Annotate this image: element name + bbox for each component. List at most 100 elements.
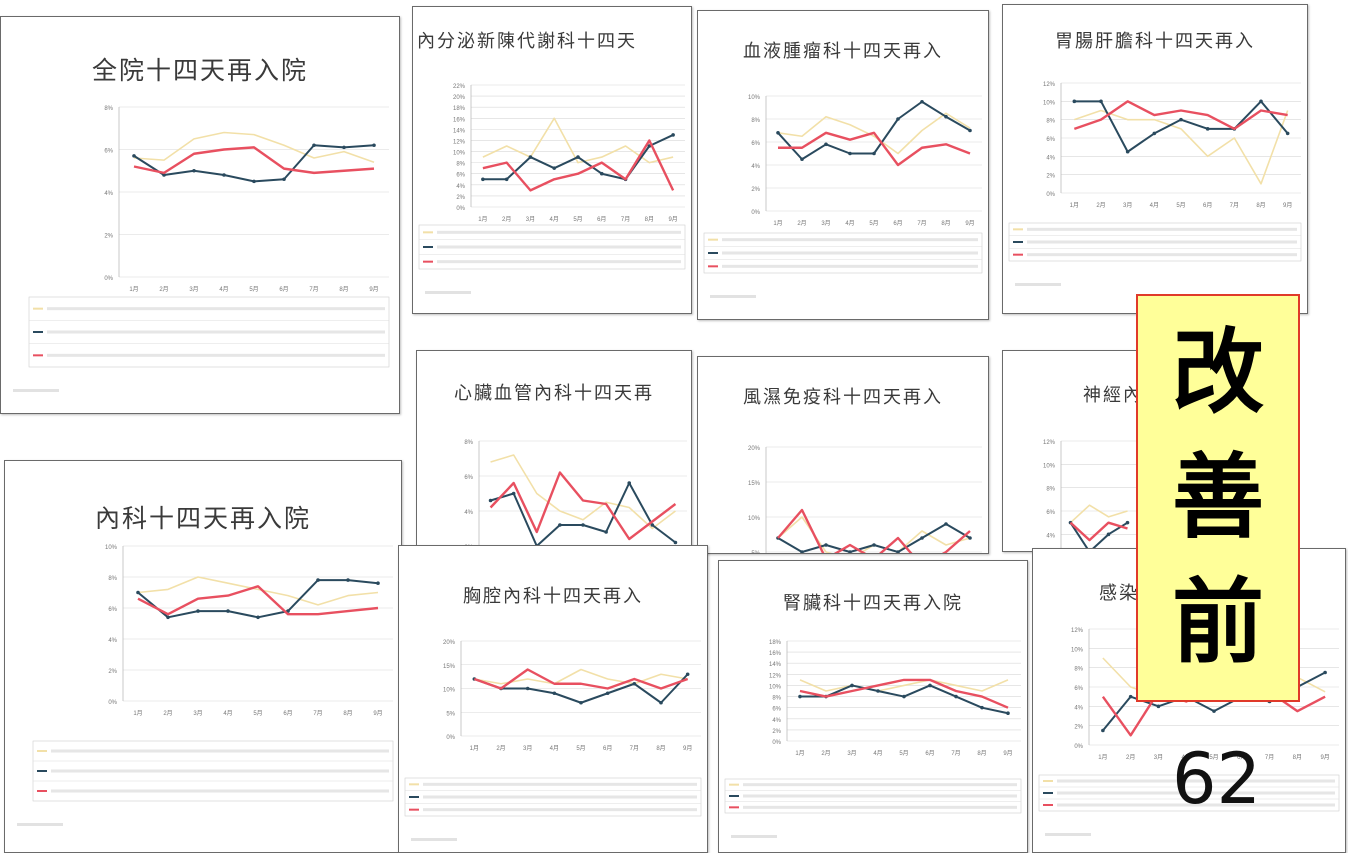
y-tick-label: 4% xyxy=(1046,155,1055,161)
data-point xyxy=(1125,520,1130,525)
x-tick-label: 1月 xyxy=(795,750,804,757)
x-tick-label: 7月 xyxy=(1265,754,1274,761)
chart-plot: 8% 6% 4% 2% 0% 1月 2月 3月 4月 5月 6月 7月 8月 9月 xyxy=(13,106,390,392)
data-point xyxy=(222,173,226,177)
chart-card-gastro: 胃腸肝膽科十四天再入 12% 10% 8% 6% 4% 2% 0% 1月 2月 3月 4月 5月 6月 7… xyxy=(1002,4,1308,314)
data-point xyxy=(824,142,828,147)
data-point xyxy=(850,683,854,688)
x-tick-label: 1月 xyxy=(470,745,479,752)
data-point xyxy=(558,523,562,527)
x-tick-label: 8月 xyxy=(656,745,665,752)
y-tick-label: 6% xyxy=(1046,137,1055,143)
series-line xyxy=(137,585,379,616)
x-tick-label: 9月 xyxy=(668,216,677,223)
chart-title: 胃腸肝膽科十四天再入 xyxy=(1055,31,1255,52)
data-point xyxy=(252,179,256,184)
data-point xyxy=(481,177,485,182)
x-tick-label: 4月 xyxy=(550,216,559,223)
series-line xyxy=(777,112,971,155)
data-point xyxy=(776,131,780,135)
y-tick-label: 0% xyxy=(1074,744,1083,750)
y-tick-label: 12% xyxy=(1043,82,1056,88)
data-table-frame xyxy=(1038,774,1340,812)
data-point xyxy=(226,609,230,613)
series-line xyxy=(777,100,971,161)
data-point xyxy=(1212,709,1216,713)
x-tick-label: 6月 xyxy=(603,745,612,752)
y-tick-label: 15% xyxy=(748,481,761,487)
x-tick-label: 7月 xyxy=(313,710,322,717)
data-point xyxy=(162,173,166,177)
x-tick-label: 2月 xyxy=(797,220,806,227)
y-tick-label: 2% xyxy=(1074,725,1083,731)
x-tick-label: 8月 xyxy=(941,220,950,227)
series-line xyxy=(482,139,675,192)
x-tick-label: 3月 xyxy=(847,750,856,757)
callout-char: 善 xyxy=(1171,443,1264,551)
y-tick-label: 10% xyxy=(1043,463,1056,469)
callout-box: 改 善 前 xyxy=(1136,294,1300,702)
chart-title: 胸腔內科十四天再入 xyxy=(463,586,643,607)
x-tick-label: 5月 xyxy=(573,216,582,223)
table-row-text xyxy=(47,353,385,357)
x-tick-label: 8月 xyxy=(343,710,352,717)
data-point xyxy=(316,578,320,582)
x-tick-label: 2月 xyxy=(1096,202,1105,209)
y-tick-label: 2% xyxy=(104,234,113,240)
series-line xyxy=(778,131,971,167)
data-point xyxy=(673,540,678,545)
table-row-text xyxy=(423,795,697,799)
table-row-text xyxy=(1027,227,1297,231)
data-point xyxy=(968,128,972,133)
table-row-text xyxy=(437,245,681,249)
table-row-text xyxy=(51,789,389,793)
y-tick-label: 10% xyxy=(443,688,456,694)
x-tick-label: 1月 xyxy=(1098,754,1107,761)
data-point xyxy=(579,700,583,705)
data-point xyxy=(605,691,610,696)
y-tick-label: 15% xyxy=(443,664,456,670)
data-point xyxy=(132,154,136,158)
data-point xyxy=(511,491,516,496)
data-point xyxy=(1179,117,1183,122)
data-point xyxy=(876,689,880,693)
x-tick-label: 6月 xyxy=(597,216,606,223)
x-tick-label: 2月 xyxy=(159,286,168,293)
data-point xyxy=(671,133,675,137)
data-point xyxy=(581,523,585,527)
y-tick-label: 2% xyxy=(772,729,781,735)
y-tick-label: 10% xyxy=(1043,100,1056,106)
data-point xyxy=(902,694,906,699)
x-tick-label: 1月 xyxy=(1070,202,1079,209)
x-tick-label: 8月 xyxy=(977,750,986,757)
y-tick-label: 8% xyxy=(751,118,760,124)
x-tick-label: 9月 xyxy=(1283,202,1292,209)
y-tick-label: 8% xyxy=(1046,119,1055,125)
x-tick-label: 2月 xyxy=(496,745,505,752)
page-number: 62 xyxy=(1172,738,1262,820)
x-tick-label: 9月 xyxy=(1003,750,1012,757)
source-note xyxy=(17,823,63,826)
data-point xyxy=(1072,99,1077,104)
table-row-text xyxy=(51,749,389,753)
y-tick-label: 6% xyxy=(456,173,465,179)
x-tick-label: 2月 xyxy=(821,750,830,757)
data-point xyxy=(848,151,852,156)
x-tick-label: 9月 xyxy=(683,745,692,752)
table-row-text xyxy=(1057,803,1335,807)
y-tick-label: 14% xyxy=(769,662,782,668)
x-tick-label: 3月 xyxy=(526,216,535,223)
x-tick-label: 4月 xyxy=(1150,202,1159,209)
x-tick-label: 8月 xyxy=(1293,754,1302,761)
chart-card-rheum: 風濕免疫科十四天再入 20%15%10%5%0%1月2月3月4月5月6月7月8月… xyxy=(697,356,989,554)
data-table-frame xyxy=(724,778,1022,814)
data-point xyxy=(1156,704,1161,709)
y-tick-label: 0% xyxy=(446,735,455,741)
series-line xyxy=(1074,109,1289,185)
y-tick-label: 6% xyxy=(108,607,117,613)
data-point xyxy=(800,550,804,553)
y-tick-label: 10% xyxy=(748,95,761,101)
